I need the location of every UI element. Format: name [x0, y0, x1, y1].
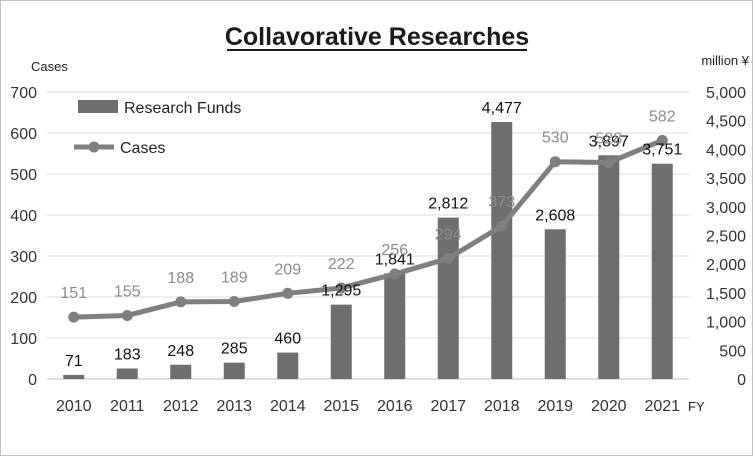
right-tick-label: 5,000 [706, 85, 746, 102]
legend-marker-cases [88, 141, 100, 153]
x-tick-label: 2014 [270, 398, 306, 415]
x-tick-label: 2012 [163, 398, 199, 415]
research-funds-bar [277, 352, 299, 379]
cases-label: 151 [60, 285, 87, 302]
research-funds-bar [63, 374, 85, 379]
left-tick-label: 300 [10, 249, 37, 266]
cases-label: 528 [595, 131, 622, 148]
research-funds-label: 248 [167, 343, 194, 360]
cases-point [121, 309, 133, 321]
research-funds-label: 2,812 [428, 196, 468, 213]
right-axis-ticks: 0 500 1,000 1,500 2,000 2,500 3,000 3,500 4,000 4… [706, 85, 746, 389]
cases-point [603, 157, 615, 169]
left-tick-label: 700 [10, 85, 37, 102]
right-tick-label: 4,000 [706, 142, 746, 159]
legend-swatch-research-funds [78, 100, 118, 113]
x-tick-label: 2018 [484, 398, 520, 415]
x-tick-label: 2017 [430, 398, 466, 415]
cases-label: 189 [221, 270, 248, 287]
cases-label: 294 [435, 226, 462, 243]
x-tick-label: 2011 [110, 398, 145, 415]
research-funds-bar [598, 155, 620, 379]
research-funds-label: 460 [274, 331, 301, 348]
research-funds-bar [491, 122, 513, 379]
x-tick-label: 2019 [537, 398, 573, 415]
x-tick-label: 2016 [377, 398, 413, 415]
cases-label: 373 [488, 194, 515, 211]
right-tick-label: 3,500 [706, 171, 746, 188]
legend-label-cases: Cases [120, 140, 165, 157]
research-funds-label: 2,608 [535, 207, 575, 224]
cases-point [335, 282, 347, 294]
cases-label: 155 [114, 283, 141, 300]
cases-point [175, 296, 187, 308]
left-tick-label: 600 [10, 126, 37, 143]
right-tick-label: 2,000 [706, 257, 746, 274]
left-tick-label: 200 [10, 290, 37, 307]
cases-point [389, 268, 401, 280]
x-tick-label: 2020 [591, 398, 627, 415]
research-funds-bar [384, 273, 406, 379]
cases-label: 582 [649, 108, 676, 125]
right-tick-label: 4,500 [706, 114, 746, 131]
cases-point [656, 134, 668, 146]
research-funds-bar [116, 368, 138, 379]
cases-label: 188 [167, 270, 194, 287]
cases-data-labels: 151 155 188 189 209 222 256 294 373 530 528 582 [60, 108, 675, 302]
research-funds-label: 1,295 [321, 283, 361, 300]
left-tick-label: 400 [10, 208, 37, 225]
cases-label: 209 [274, 261, 301, 278]
right-tick-label: 3,000 [706, 200, 746, 217]
research-funds-label: 183 [114, 346, 141, 363]
cases-point [496, 220, 508, 232]
left-tick-label: 500 [10, 167, 37, 184]
research-funds-bar [223, 362, 245, 379]
research-funds-bars [63, 122, 673, 379]
left-tick-label: 100 [10, 331, 37, 348]
cases-point [549, 156, 561, 168]
cases-point [282, 287, 294, 299]
left-axis-ticks: 0 100 200 300 400 500 600 700 [10, 85, 37, 389]
right-tick-label: 2,500 [706, 229, 746, 246]
research-funds-data-labels: 71 183 248 285 460 1,295 1,841 2,812 4,477 2,608 3… [65, 100, 683, 370]
right-axis-unit: million ¥ [701, 53, 749, 68]
research-funds-label: 3,897 [589, 133, 629, 150]
x-tick-label: 2015 [323, 398, 359, 415]
right-tick-label: 0 [737, 372, 746, 389]
research-funds-label: 4,477 [482, 100, 522, 117]
right-tick-label: 1,000 [706, 315, 746, 332]
left-tick-label: 0 [28, 372, 37, 389]
research-funds-bar [330, 304, 352, 379]
cases-line-series [68, 134, 668, 323]
chart-title: Collavorative Researches [225, 23, 529, 51]
x-tick-label: 2010 [56, 398, 92, 415]
research-funds-bar [544, 229, 566, 379]
cases-label: 222 [328, 256, 355, 273]
right-tick-label: 500 [719, 343, 746, 360]
legend-label-research-funds: Research Funds [124, 100, 241, 117]
gridlines [47, 91, 689, 380]
research-funds-bar [651, 163, 673, 379]
x-axis-label: FY [688, 399, 705, 414]
cases-line [73, 138, 664, 320]
cases-label: 530 [542, 130, 569, 147]
research-funds-label: 285 [221, 341, 248, 358]
x-tick-label: 2013 [216, 398, 252, 415]
cases-point [228, 296, 240, 308]
x-tick-label: 2021 [644, 398, 680, 415]
right-tick-label: 1,500 [706, 286, 746, 303]
cases-label: 256 [381, 242, 408, 259]
cases-point [68, 311, 80, 323]
research-funds-label: 1,841 [375, 251, 415, 268]
research-funds-label: 71 [65, 353, 83, 370]
research-funds-label: 3,751 [642, 142, 682, 159]
x-axis-ticks: 2010 2011 2012 2013 2014 2015 2016 2017 2018 2019… [56, 398, 680, 415]
cases-point [442, 252, 454, 264]
legend: Research Funds Cases [74, 100, 241, 157]
research-funds-bar [170, 364, 192, 379]
left-axis-unit: Cases [31, 59, 68, 74]
